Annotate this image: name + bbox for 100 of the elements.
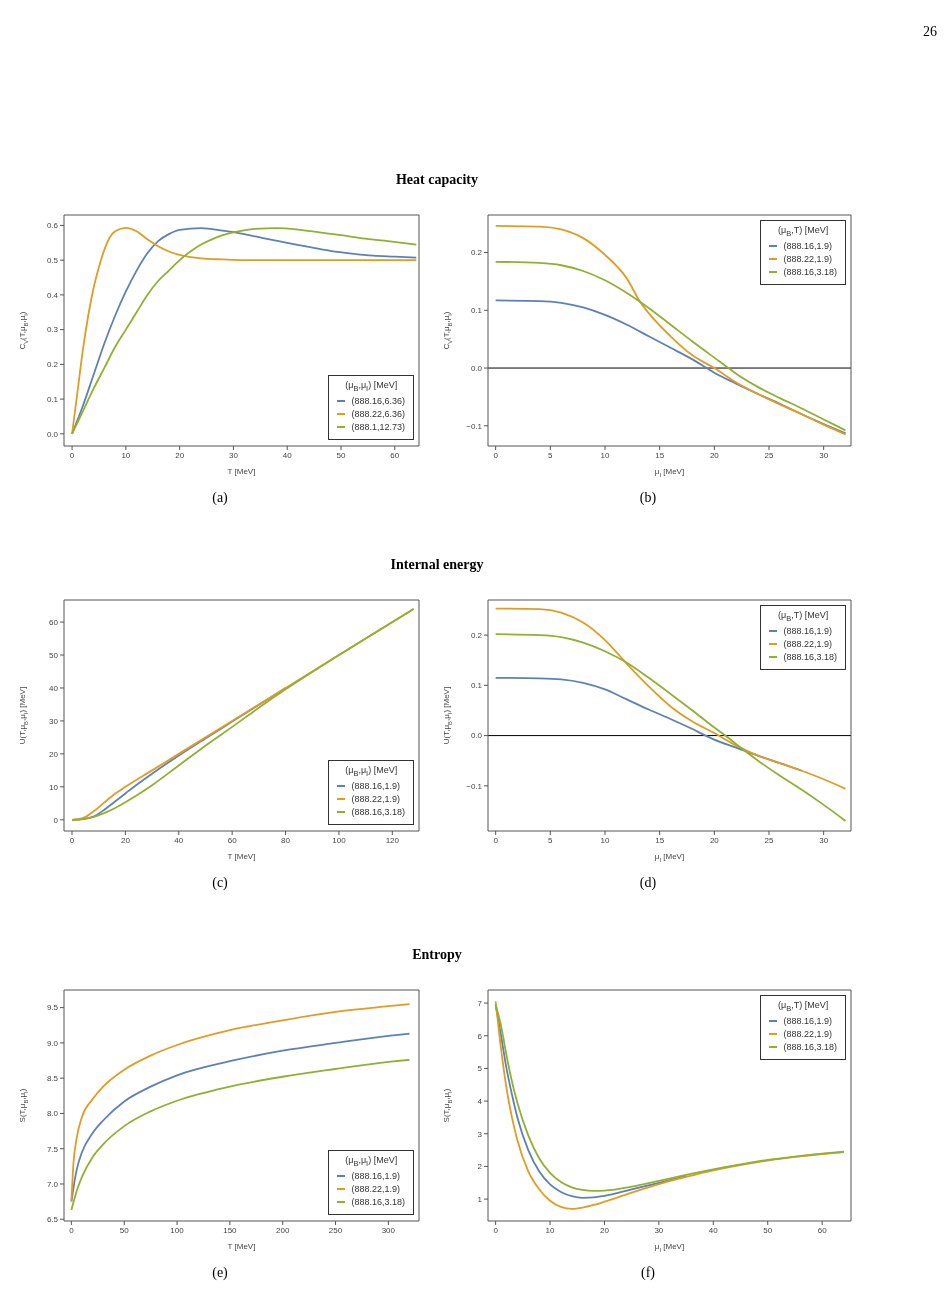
legend-label: (888.22,6.36): [351, 409, 405, 419]
legend-label: (888.16,3.18): [351, 1197, 405, 1207]
x-tick-label: 0: [69, 450, 75, 460]
y-tick-label: −0.1: [466, 781, 483, 791]
y-tick-label: 5: [477, 1064, 483, 1074]
chart-title: Internal energy: [389, 557, 485, 573]
x-tick-label: 0: [493, 450, 499, 460]
legend-title: (μ$_{B}$,μ$_{I}$) [MeV]: [344, 1155, 399, 1168]
y-tick-label: 0.2: [470, 630, 483, 640]
x-tick-label: 300: [381, 1225, 396, 1235]
legend-label: (888.22,1.9): [783, 1028, 832, 1039]
x-tick-label: 25: [764, 450, 774, 460]
chart-title: Entropy: [411, 947, 463, 963]
legend-title: (μ$_{B}$,T) [MeV]: [777, 1000, 830, 1013]
x-tick-label: 250: [328, 1225, 343, 1235]
y-tick-label: 1: [477, 1194, 483, 1204]
y-tick-label: 3: [477, 1129, 483, 1139]
legend-label: (888.16,1.9): [351, 1171, 400, 1181]
y-tick-label: 0.1: [46, 394, 59, 404]
x-tick-label: 20: [600, 1225, 610, 1235]
x-tick-label: 80: [281, 835, 291, 845]
y-tick-label: −0.1: [466, 421, 483, 431]
x-tick-label: 0: [69, 1225, 75, 1235]
x-tick-label: 50: [763, 1225, 773, 1235]
legend-label: (888.16,3.18): [783, 651, 837, 662]
line-series: [494, 607, 847, 790]
legend-label: (888.22,1.9): [351, 794, 400, 804]
y-tick-label: 0.3: [46, 325, 59, 335]
y-tick-label: 8.0: [46, 1109, 59, 1119]
text: (a): [211, 490, 229, 506]
y-tick-label: 0.2: [470, 248, 483, 258]
legend-title: (μ$_{B}$,T) [MeV]: [777, 225, 830, 238]
x-tick-label: 30: [654, 1225, 664, 1235]
legend-label: (888.16,3.18): [783, 266, 837, 277]
y-tick-label: 6.5: [46, 1215, 59, 1225]
y-tick-label: 0.2: [46, 360, 59, 370]
x-tick-label: 20: [120, 835, 131, 845]
x-tick-label: 0: [493, 1225, 499, 1235]
x-tick-label: 15: [655, 450, 665, 460]
text: (f): [640, 1265, 656, 1281]
x-tick-label: 60: [227, 835, 238, 845]
x-axis-title: μ$_{I}$ [MeV]: [654, 852, 685, 863]
legend-label: (888.16,1.9): [783, 1015, 832, 1026]
legend-label: (888.16,6.36): [351, 396, 405, 406]
legend-label: (888.16,3.18): [783, 1041, 837, 1052]
legend-label: (888.16,1.9): [783, 240, 832, 251]
y-tick-label: 0.1: [470, 306, 483, 316]
x-tick-label: 60: [817, 1225, 828, 1235]
legend-label: (888.16,1.9): [783, 625, 832, 636]
x-axis-title: T [MeV]: [227, 467, 256, 476]
y-tick-label: 7.5: [46, 1144, 59, 1154]
line-series: [494, 299, 847, 435]
x-tick-label: 30: [819, 835, 829, 845]
legend-label: (888.22,1.9): [783, 253, 832, 264]
x-axis-title: μ$_{I}$ [MeV]: [654, 467, 685, 478]
y-tick-label: 0.0: [470, 363, 483, 373]
y-tick-label: 0.0: [470, 731, 483, 741]
x-tick-label: 0: [69, 835, 75, 845]
y-tick-label: 30: [49, 716, 59, 726]
x-tick-label: 50: [119, 1225, 130, 1235]
x-tick-label: 0: [493, 835, 499, 845]
y-tick-label: 7: [477, 998, 483, 1008]
y-tick-label: 0.4: [46, 290, 59, 300]
y-tick-label: 0.0: [46, 429, 59, 439]
x-tick-label: 30: [228, 450, 239, 460]
x-tick-label: 20: [709, 835, 720, 845]
x-tick-label: 15: [655, 835, 665, 845]
line-series: [494, 225, 847, 436]
x-tick-label: 100: [170, 1225, 185, 1235]
x-tick-label: 10: [121, 450, 131, 460]
x-axis-title: T [MeV]: [227, 1242, 256, 1251]
x-tick-label: 20: [175, 450, 185, 460]
y-tick-label: 2: [477, 1162, 483, 1172]
x-tick-label: 60: [390, 450, 400, 460]
y-tick-label: 0.5: [46, 256, 59, 265]
x-tick-label: 150: [223, 1225, 238, 1235]
y-tick-label: 50: [49, 650, 59, 660]
y-tick-label: 0.1: [470, 681, 483, 691]
x-tick-label: 10: [545, 1225, 556, 1235]
y-tick-label: 10: [49, 782, 59, 792]
chart-title: Heat capacity: [395, 172, 479, 188]
legend-title: (μ$_{B}$,μ$_{I}$) [MeV]: [344, 765, 399, 778]
x-tick-label: 5: [548, 450, 554, 460]
x-tick-label: 25: [764, 835, 774, 845]
text: 26: [923, 24, 937, 40]
y-tick-label: 9.5: [46, 1003, 59, 1013]
y-tick-label: 20: [49, 749, 59, 759]
text: (c): [211, 875, 229, 891]
y-tick-label: 6: [477, 1031, 483, 1041]
line-series: [70, 1058, 411, 1211]
x-tick-label: 30: [819, 450, 829, 460]
y-tick-label: 7.0: [46, 1179, 59, 1189]
text: (e): [211, 1265, 229, 1281]
y-tick-label: 0: [53, 815, 59, 825]
x-tick-label: 100: [332, 835, 347, 845]
x-tick-label: 10: [600, 450, 610, 460]
text: (b): [638, 490, 658, 506]
legend-label: (888.16,3.18): [351, 807, 405, 817]
x-tick-label: 5: [548, 835, 554, 845]
y-tick-label: 40: [49, 683, 59, 693]
